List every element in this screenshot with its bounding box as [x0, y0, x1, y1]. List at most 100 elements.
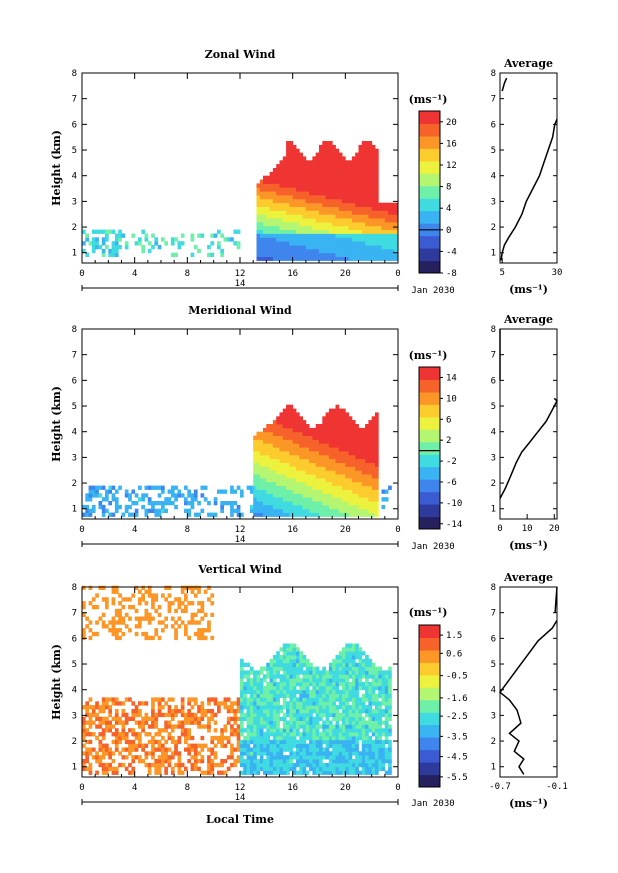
- heatmap-cell: [315, 666, 320, 671]
- heatmap-cell: [325, 168, 330, 173]
- heatmap-cell: [114, 237, 119, 242]
- heatmap-cell: [131, 747, 136, 752]
- heatmap-cell: [210, 712, 215, 718]
- heatmap-cell: [315, 735, 320, 741]
- heatmap-cell: [203, 712, 208, 718]
- heatmap-cell: [371, 168, 376, 173]
- heatmap-cell: [375, 697, 379, 702]
- average-y-tick-label: 1: [491, 249, 496, 259]
- heatmap-cell: [351, 424, 356, 429]
- heatmap-cell: [345, 424, 349, 429]
- heatmap-cell: [351, 156, 356, 161]
- heatmap-cell: [335, 424, 340, 429]
- heatmap-cell: [325, 416, 330, 421]
- heatmap-cell: [263, 431, 267, 436]
- heatmap-cell: [91, 712, 96, 718]
- heatmap-cell: [263, 237, 267, 242]
- heatmap-cell: [365, 709, 369, 714]
- heatmap-cell: [361, 735, 366, 741]
- heatmap-cell: [361, 241, 366, 246]
- heatmap-cell: [345, 728, 349, 733]
- heatmap-cell: [124, 597, 129, 602]
- heatmap-cell: [279, 171, 284, 177]
- heatmap-cell: [266, 689, 270, 694]
- heatmap-cell: [292, 237, 297, 242]
- heatmap-cell: [223, 728, 228, 733]
- colorbar-step: [419, 248, 440, 262]
- heatmap-cell: [365, 256, 369, 261]
- heatmap-cell: [230, 489, 234, 494]
- heatmap-cell: [246, 689, 251, 694]
- heatmap-cell: [302, 439, 307, 444]
- heatmap-cell: [361, 504, 366, 510]
- heatmap-cell: [111, 248, 116, 254]
- heatmap-cell: [309, 751, 313, 756]
- heatmap-cell: [292, 187, 297, 192]
- heatmap-cell: [98, 245, 103, 250]
- heatmap-cell: [322, 685, 326, 691]
- heatmap-cell: [272, 670, 277, 675]
- heatmap-cell: [361, 693, 366, 698]
- heatmap-cell: [378, 728, 382, 733]
- heatmap-cell: [289, 179, 294, 184]
- heatmap-cell: [289, 508, 294, 513]
- heatmap-cell: [266, 214, 270, 219]
- heatmap-cell: [108, 512, 112, 517]
- heatmap-cell: [332, 739, 336, 745]
- heatmap-cell: [292, 655, 297, 660]
- heatmap-cell: [361, 512, 366, 517]
- heatmap-cell: [328, 152, 333, 157]
- heatmap-cell: [358, 762, 363, 768]
- heatmap-cell: [384, 241, 389, 246]
- heatmap-cell: [365, 195, 369, 200]
- heatmap-cell: [282, 697, 287, 702]
- heatmap-cell: [348, 443, 353, 448]
- heatmap-cell: [114, 489, 119, 494]
- heatmap-cell: [332, 735, 336, 741]
- x-tick-label: 16: [287, 783, 298, 793]
- heatmap-cell: [108, 712, 112, 718]
- heatmap-cell: [236, 245, 241, 250]
- heatmap-cell: [289, 743, 294, 748]
- heatmap-cell: [263, 697, 267, 702]
- heatmap-cell: [351, 751, 356, 756]
- heatmap-cell: [345, 256, 349, 261]
- heatmap-cell: [299, 171, 303, 177]
- heatmap-cell: [351, 443, 356, 448]
- heatmap-cell: [325, 693, 330, 698]
- heatmap-cell: [319, 689, 323, 694]
- heatmap-cell: [263, 489, 267, 494]
- heatmap-cell: [312, 747, 317, 752]
- heatmap-cell: [226, 501, 231, 506]
- heatmap-cell: [342, 693, 346, 698]
- heatmap-cell: [184, 732, 188, 737]
- heatmap-cell: [289, 237, 294, 242]
- heatmap-cell: [170, 493, 175, 498]
- heatmap-cell: [286, 171, 290, 177]
- heatmap-cell: [243, 685, 247, 691]
- heatmap-cell: [138, 597, 142, 602]
- heatmap-cell: [325, 202, 330, 207]
- heatmap-cell: [335, 427, 340, 433]
- heatmap-cell: [180, 697, 185, 702]
- x-tick-label: 4: [132, 269, 137, 279]
- heatmap-cell: [263, 466, 267, 471]
- heatmap-cell: [289, 148, 294, 153]
- heatmap-cell: [325, 755, 330, 760]
- heatmap-cell: [253, 682, 257, 687]
- heatmap-cell: [345, 666, 349, 671]
- heatmap-cell: [207, 597, 211, 602]
- heatmap-cell: [365, 678, 369, 683]
- heatmap-cell: [322, 705, 326, 710]
- heatmap-cell: [345, 183, 349, 188]
- heatmap-cell: [371, 424, 376, 429]
- heatmap-cell: [220, 501, 224, 506]
- heatmap-cell: [269, 175, 274, 180]
- heatmap-cell: [315, 724, 320, 729]
- heatmap-cell: [371, 670, 376, 675]
- heatmap-cell: [361, 191, 366, 196]
- heatmap-cell: [289, 171, 294, 177]
- heatmap-cell: [197, 501, 201, 506]
- heatmap-cell: [368, 477, 373, 483]
- heatmap-cell: [351, 705, 356, 710]
